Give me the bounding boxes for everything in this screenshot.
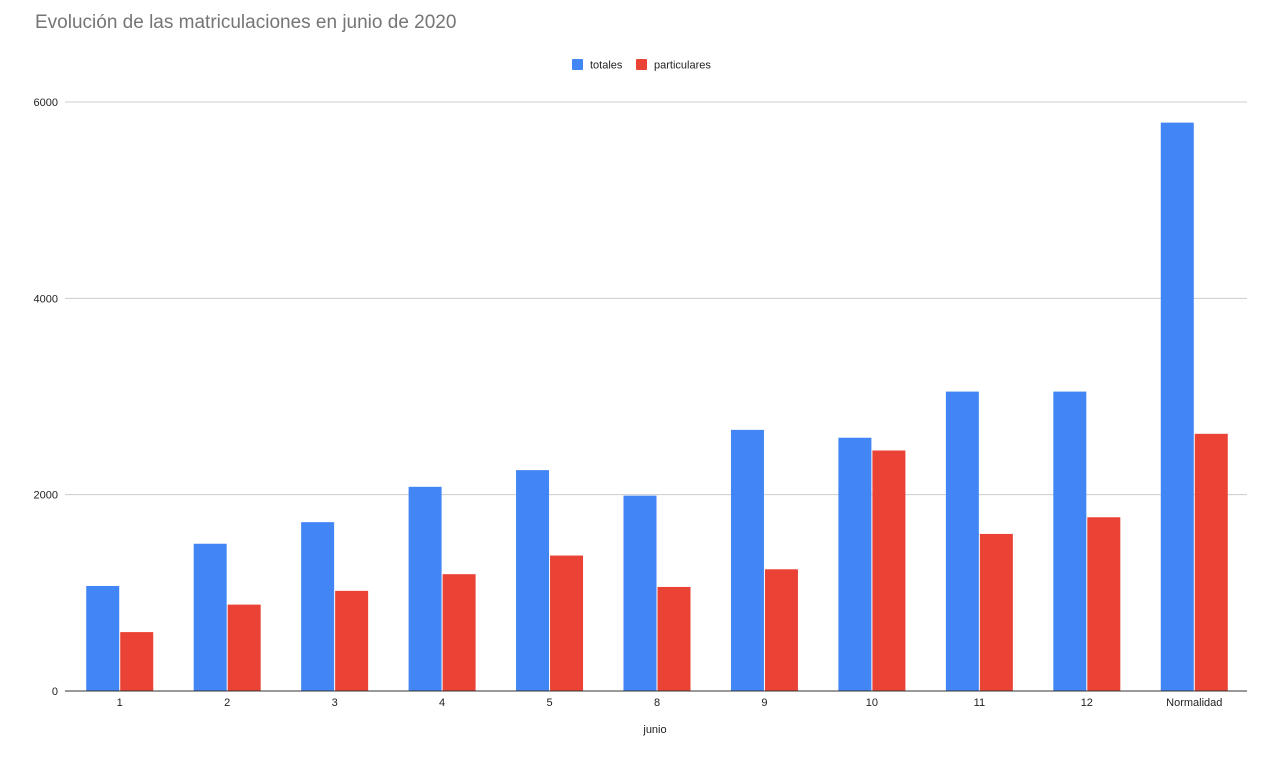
bars xyxy=(86,122,1228,692)
x-tick-label: 12 xyxy=(1081,697,1093,709)
legend-swatch-totales xyxy=(572,59,583,70)
y-axis-ticks: 0 2000 4000 6000 xyxy=(34,97,58,698)
bar-totales xyxy=(623,495,657,691)
legend: totales particulares xyxy=(572,59,711,72)
bar-particulares xyxy=(657,586,691,691)
y-tick-label: 0 xyxy=(52,686,58,698)
bar-particulares xyxy=(227,604,261,691)
y-tick-label: 6000 xyxy=(34,97,58,109)
bar-particulares xyxy=(764,569,798,691)
x-tick-label: 10 xyxy=(866,697,878,709)
chart-title: Evolución de las matriculaciones en juni… xyxy=(35,12,457,33)
bar-particulares xyxy=(550,555,584,691)
bar-totales xyxy=(193,543,227,691)
bar-totales xyxy=(86,585,120,691)
x-tick-label: 3 xyxy=(332,697,338,709)
x-axis-label: junio xyxy=(642,724,666,736)
bar-particulares xyxy=(872,450,906,691)
bar-totales xyxy=(408,486,442,691)
x-tick-label: 2 xyxy=(224,697,230,709)
x-tick-label: 11 xyxy=(974,697,985,709)
x-tick-label: Normalidad xyxy=(1166,697,1222,709)
bar-totales xyxy=(730,429,764,691)
legend-label-particulares: particulares xyxy=(654,60,711,72)
y-tick-label: 4000 xyxy=(34,293,58,305)
bar-particulares xyxy=(1194,433,1228,691)
x-tick-label: 1 xyxy=(117,697,123,709)
bar-totales xyxy=(301,522,335,691)
bar-particulares xyxy=(335,590,369,691)
bar-totales xyxy=(838,437,872,691)
bar-totales xyxy=(945,391,979,691)
legend-swatch-particulares xyxy=(636,59,647,70)
x-axis-ticks: 1 2 3 4 5 8 9 10 11 12 Normalidad xyxy=(117,697,1223,709)
bar-particulares xyxy=(442,574,476,691)
bar-totales xyxy=(516,470,550,691)
x-tick-label: 9 xyxy=(761,697,767,709)
bar-particulares xyxy=(979,533,1013,691)
legend-label-totales: totales xyxy=(590,60,623,72)
bar-totales xyxy=(1160,122,1194,692)
bar-particulares xyxy=(120,632,154,691)
x-tick-label: 8 xyxy=(654,697,660,709)
gridlines xyxy=(65,101,1247,496)
y-tick-label: 2000 xyxy=(34,490,58,502)
x-tick-label: 5 xyxy=(546,697,552,709)
bar-particulares xyxy=(1087,517,1121,691)
x-tick-label: 4 xyxy=(439,697,445,709)
bar-totales xyxy=(1053,391,1087,691)
